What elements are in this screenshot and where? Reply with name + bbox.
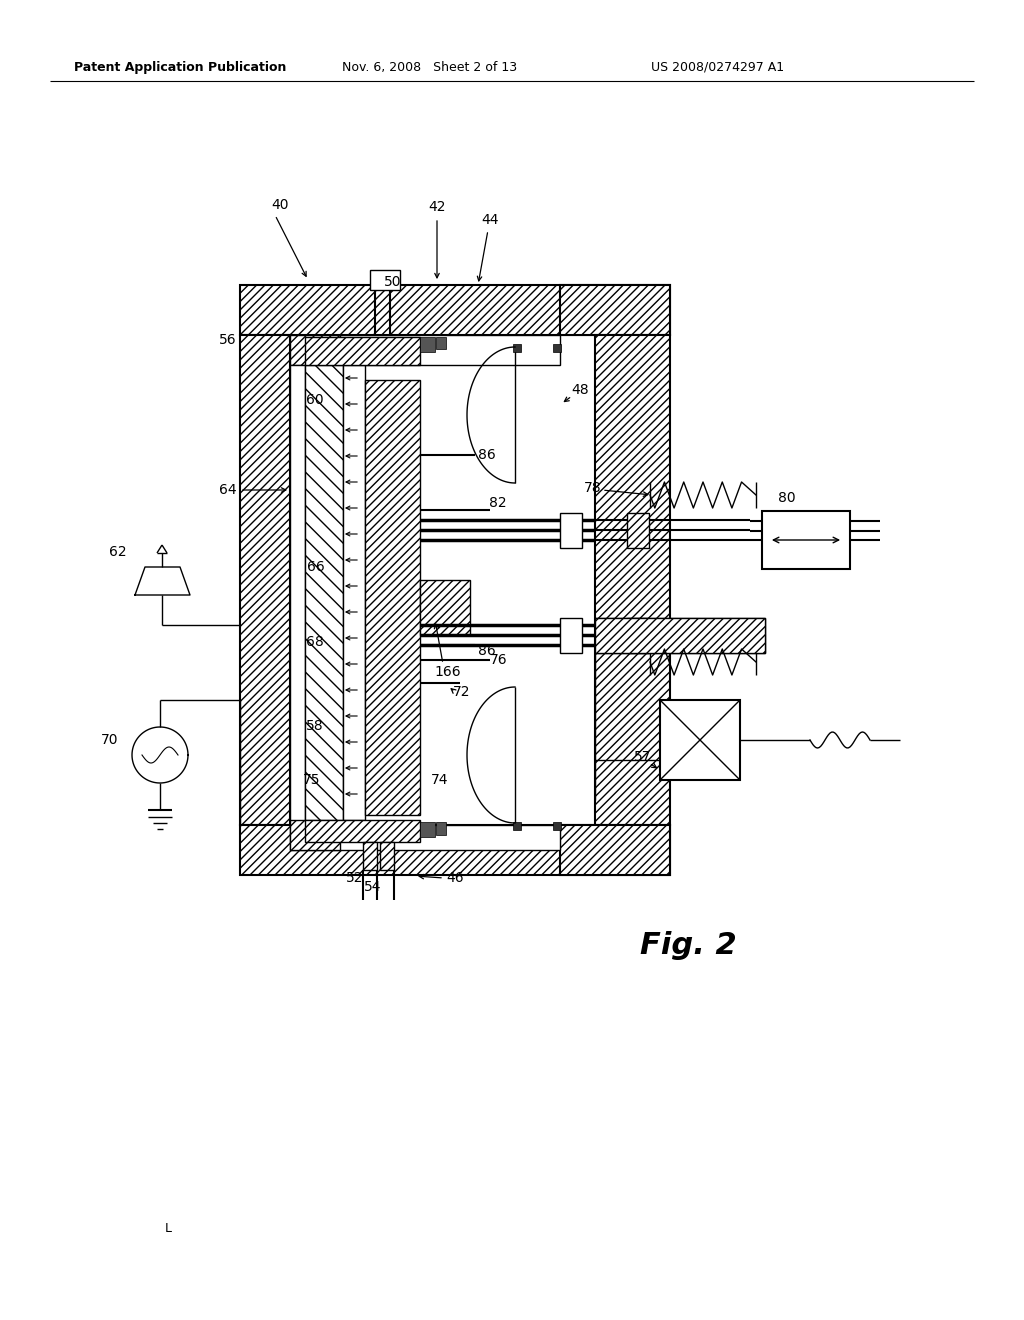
Text: US 2008/0274297 A1: US 2008/0274297 A1 bbox=[651, 61, 784, 74]
Bar bbox=[513, 822, 521, 830]
Text: 62: 62 bbox=[110, 545, 127, 558]
Text: 60: 60 bbox=[306, 393, 324, 407]
Bar bbox=[305, 337, 420, 366]
Text: 46: 46 bbox=[446, 871, 464, 884]
Bar bbox=[290, 366, 305, 825]
Bar bbox=[553, 345, 561, 352]
Text: 82: 82 bbox=[489, 496, 507, 510]
Bar bbox=[340, 335, 560, 366]
Text: 40: 40 bbox=[271, 198, 289, 213]
Bar bbox=[305, 366, 343, 820]
Text: Fig. 2: Fig. 2 bbox=[640, 931, 736, 960]
Bar bbox=[436, 822, 446, 836]
Text: 76: 76 bbox=[490, 653, 508, 667]
Bar bbox=[290, 335, 340, 366]
Bar bbox=[627, 513, 649, 548]
Text: 166: 166 bbox=[434, 665, 462, 678]
Text: 75: 75 bbox=[303, 774, 321, 787]
Bar bbox=[362, 842, 377, 870]
Bar bbox=[595, 335, 670, 825]
Polygon shape bbox=[135, 568, 190, 595]
Text: 50: 50 bbox=[384, 275, 401, 289]
Text: 57: 57 bbox=[634, 750, 651, 764]
Text: L: L bbox=[165, 1221, 172, 1234]
Text: 66: 66 bbox=[307, 560, 325, 574]
Bar bbox=[436, 337, 446, 348]
Bar bbox=[343, 366, 365, 820]
Bar bbox=[513, 345, 521, 352]
Text: 86: 86 bbox=[478, 447, 496, 462]
Text: 42: 42 bbox=[428, 201, 445, 214]
Bar bbox=[420, 337, 435, 352]
Bar bbox=[762, 511, 850, 569]
Bar bbox=[627, 618, 649, 653]
Bar bbox=[595, 618, 765, 653]
Bar bbox=[365, 380, 420, 814]
Text: 86: 86 bbox=[478, 644, 496, 657]
Text: 80: 80 bbox=[778, 491, 796, 506]
Bar bbox=[595, 618, 765, 653]
Bar bbox=[660, 700, 740, 780]
Bar bbox=[370, 271, 400, 290]
Text: 52: 52 bbox=[346, 871, 364, 884]
Text: 48: 48 bbox=[571, 383, 589, 397]
Bar bbox=[380, 842, 394, 870]
Bar bbox=[290, 820, 340, 850]
Bar bbox=[240, 335, 290, 825]
Text: 58: 58 bbox=[306, 719, 324, 733]
Bar bbox=[420, 579, 470, 635]
Bar bbox=[553, 822, 561, 830]
Text: 74: 74 bbox=[431, 774, 449, 787]
Text: 64: 64 bbox=[219, 483, 237, 498]
Text: 70: 70 bbox=[101, 733, 119, 747]
Text: 44: 44 bbox=[481, 213, 499, 227]
Bar bbox=[240, 285, 670, 335]
Text: Nov. 6, 2008   Sheet 2 of 13: Nov. 6, 2008 Sheet 2 of 13 bbox=[342, 61, 517, 74]
Text: 54: 54 bbox=[365, 880, 382, 894]
Text: 72: 72 bbox=[454, 685, 471, 700]
Bar bbox=[305, 820, 420, 842]
Bar bbox=[240, 825, 670, 875]
Bar bbox=[560, 618, 582, 653]
Text: 56: 56 bbox=[219, 333, 237, 347]
Bar bbox=[420, 822, 435, 837]
Bar bbox=[560, 285, 670, 335]
Bar bbox=[560, 825, 670, 875]
Bar bbox=[290, 825, 560, 850]
Text: 68: 68 bbox=[306, 635, 324, 649]
Text: Patent Application Publication: Patent Application Publication bbox=[74, 61, 286, 74]
Bar bbox=[560, 513, 582, 548]
Text: 78: 78 bbox=[584, 480, 602, 495]
